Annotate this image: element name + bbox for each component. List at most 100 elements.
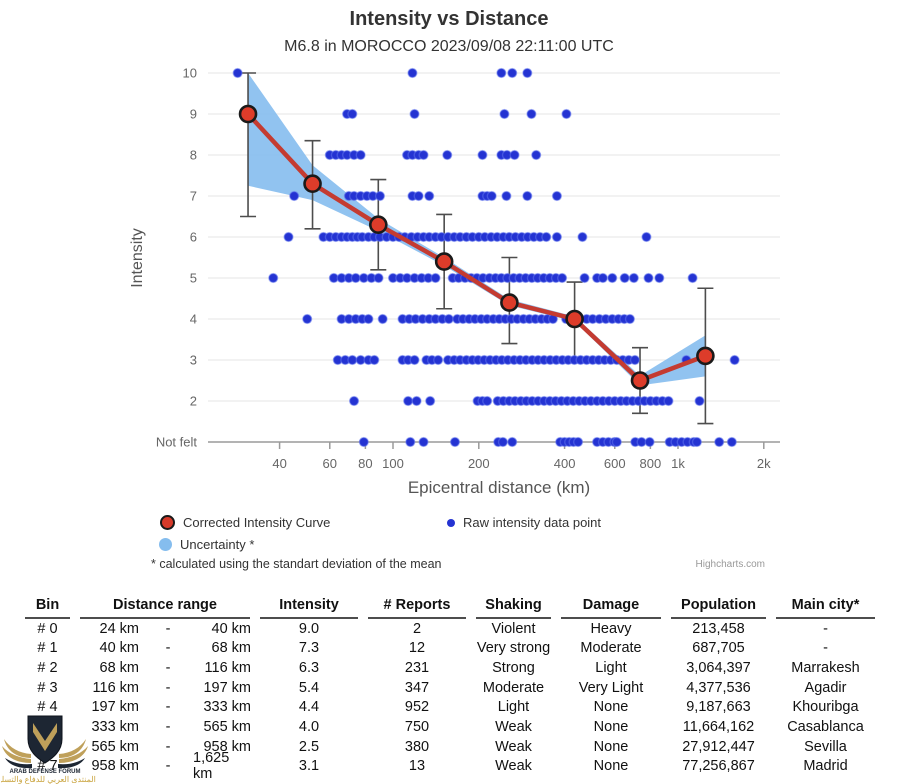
legend-item-uncertainty[interactable]: Uncertainty * [159, 537, 254, 552]
cell-population: 27,912,447 [682, 738, 755, 755]
legend-item-raw[interactable]: Raw intensity data point [447, 515, 601, 530]
cell-intensity: 7.3 [298, 640, 320, 657]
cell-distance-from: 40 km [99, 640, 140, 657]
cell-distance-from: 24 km [99, 620, 140, 637]
y-tick-label: 3 [190, 353, 197, 368]
raw-data-point [628, 272, 639, 284]
cell-shaking: Weak [495, 758, 532, 775]
raw-data-point [355, 149, 366, 161]
cell-shaking: Weak [495, 718, 532, 735]
col-header-shaking: Shaking [476, 597, 551, 619]
raw-data-point [522, 67, 533, 79]
cell-main-city: Sevilla [804, 738, 847, 755]
intensity-bins-table: Bin Distance range Intensity # Reports Shaki… [20, 597, 880, 782]
corrected-point-2 [368, 215, 388, 234]
cell-distance-from: 333 km [91, 718, 139, 735]
cell-reports: 347 [404, 679, 430, 696]
raw-data-point [729, 354, 740, 366]
raw-data-point [497, 436, 508, 448]
cell-distance-from: 68 km [99, 659, 140, 676]
cell-main-city: Madrid [803, 758, 848, 775]
cell-distance-from: 958 km [91, 758, 139, 775]
cell-distance-to: 116 km [204, 659, 251, 676]
cell-damage: None [593, 758, 629, 775]
x-tick-label: 600 [604, 456, 626, 471]
cell-reports: 12 [408, 640, 426, 657]
cell-dash: - [165, 640, 171, 657]
raw-data-point [507, 67, 518, 79]
raw-data-point [629, 354, 641, 366]
raw-data-point [302, 313, 313, 325]
x-tick-label: 100 [382, 456, 404, 471]
y-tick-label: 9 [190, 107, 197, 122]
raw-data-point [501, 190, 512, 202]
cell-intensity: 4.0 [298, 718, 320, 735]
raw-data-point [531, 149, 542, 161]
cell-dash: - [165, 758, 171, 775]
cell-main-city: Casablanca [787, 718, 864, 735]
raw-data-point [268, 272, 279, 284]
raw-data-point [714, 436, 725, 448]
raw-data-point [507, 436, 518, 448]
watermark-title: ARAB DEFENSE FORUM [9, 769, 80, 775]
raw-data-point [347, 354, 358, 366]
raw-intensity-points [232, 67, 740, 448]
cell-intensity: 2.5 [298, 738, 320, 755]
cell-population: 213,458 [692, 620, 745, 637]
cell-intensity: 4.4 [298, 699, 320, 716]
col-header-damage: Damage [561, 597, 661, 619]
raw-data-point [358, 436, 369, 448]
raw-data-point [409, 108, 420, 120]
raw-data-point [373, 272, 384, 284]
raw-data-point [403, 395, 414, 407]
corrected-intensity-curve [245, 111, 708, 383]
cell-main-city: Marrakesh [791, 659, 860, 676]
cell-reports: 952 [404, 699, 430, 716]
highcharts-credit[interactable]: Highcharts.com [695, 559, 765, 570]
corrected-point-7 [696, 346, 715, 366]
raw-data-point [619, 272, 630, 284]
corrected-point-4 [500, 293, 519, 312]
x-tick-label: 200 [468, 456, 490, 471]
raw-data-point [607, 272, 618, 284]
cell-distance-from: 116 km [92, 679, 139, 696]
raw-data-point [413, 190, 424, 202]
x-tick-label: 800 [640, 456, 662, 471]
legend-label: Corrected Intensity Curve [183, 515, 331, 530]
cell-dash: - [165, 659, 171, 676]
cell-population: 687,705 [692, 640, 745, 657]
raw-data-point [694, 395, 705, 407]
cell-main-city: Khouribga [792, 699, 859, 716]
y-tick-label: 4 [190, 312, 197, 327]
raw-data-point [348, 395, 360, 407]
watermark-arabic-text: المنتدى العربي للدفاع والتسليح [1, 775, 96, 784]
cell-intensity: 6.3 [298, 659, 320, 676]
raw-data-point [289, 190, 300, 202]
x-tick-label: 40 [272, 456, 286, 471]
legend-item-corrected[interactable]: Corrected Intensity Curve [160, 515, 330, 530]
cell-bin: # 2 [37, 659, 58, 676]
cell-damage: None [593, 699, 629, 716]
cell-main-city: - [823, 620, 828, 637]
cell-distance-from: 197 km [91, 699, 139, 716]
cell-population: 4,377,536 [686, 679, 751, 696]
legend-label: Raw intensity data point [463, 515, 602, 530]
uncertainty-legend-icon [159, 538, 172, 551]
raw-data-point [486, 190, 497, 202]
raw-data-point [579, 272, 590, 284]
raw-data-point [409, 354, 420, 366]
raw-data-point [407, 67, 418, 79]
raw-data-point [442, 149, 453, 161]
chart-footnote: * calculated using the standart deviatio… [151, 557, 442, 571]
cell-distance-to: 333 km [203, 699, 251, 716]
raw-point-legend-icon [447, 518, 455, 527]
intensity-distance-chart: 10 9 8 7 6 5 4 3 2 Not felt 40 60 80 100 200 400 600 800 1… [129, 66, 780, 497]
raw-data-point [418, 436, 429, 448]
cell-reports: 231 [404, 659, 430, 676]
raw-data-point [687, 272, 698, 284]
cell-dash: - [165, 620, 171, 637]
raw-data-point [691, 436, 703, 448]
raw-data-point [551, 190, 563, 202]
raw-data-point [572, 436, 584, 448]
